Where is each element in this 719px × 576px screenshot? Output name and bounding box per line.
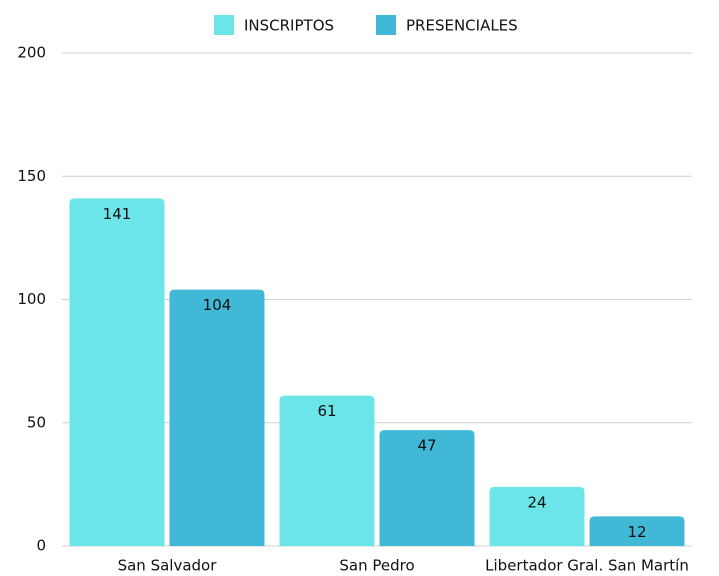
data-label: 47	[417, 437, 436, 455]
bar	[379, 430, 475, 546]
data-label: 24	[527, 493, 546, 511]
y-tick-label: 50	[27, 413, 46, 431]
bar	[169, 289, 265, 546]
y-tick-label: 150	[17, 167, 46, 185]
legend-swatch	[214, 15, 234, 35]
legend-label: PRESENCIALES	[406, 17, 518, 35]
data-label: 61	[317, 402, 336, 420]
bar	[69, 198, 165, 546]
legend-label: INSCRIPTOS	[244, 17, 334, 35]
legend-swatch	[376, 15, 396, 35]
x-tick-label: San Pedro	[339, 557, 414, 575]
y-tick-label: 100	[17, 290, 46, 308]
data-label: 12	[627, 523, 646, 541]
bar	[489, 486, 585, 546]
x-tick-label: Libertador Gral. San Martín	[485, 557, 689, 575]
data-label: 104	[203, 296, 232, 314]
y-tick-label: 200	[17, 44, 46, 62]
x-tick-label: San Salvador	[118, 557, 218, 575]
y-tick-label: 0	[36, 537, 46, 555]
data-label: 141	[103, 205, 132, 223]
bar	[589, 516, 685, 546]
bar	[279, 395, 375, 546]
